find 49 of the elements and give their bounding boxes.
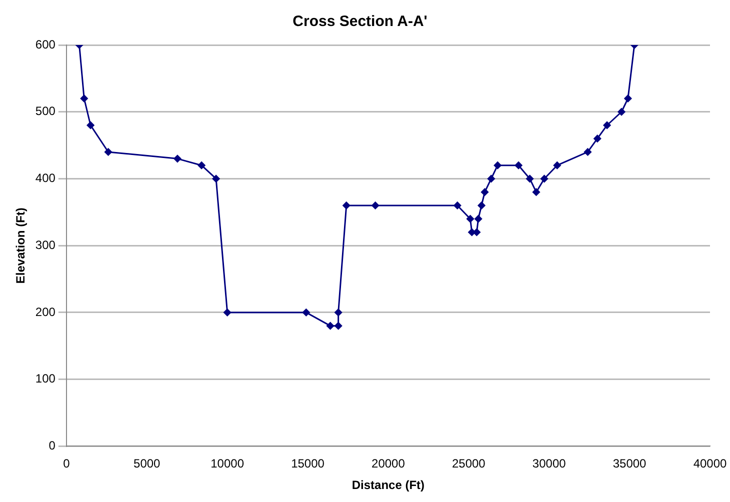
x-tick-label: 5000 [134, 456, 161, 471]
point [342, 202, 350, 210]
point [603, 121, 611, 129]
point [481, 188, 488, 196]
point [624, 94, 632, 102]
point [198, 162, 206, 170]
y-tick-label: 500 [35, 104, 56, 118]
x-tick-label: 15000 [291, 456, 325, 471]
point [514, 162, 522, 170]
x-tick-label: 30000 [532, 456, 566, 471]
point [454, 202, 462, 210]
x-tick-label: 0 [63, 456, 70, 471]
y-tick-label: 200 [35, 304, 56, 319]
y-tick-label: 100 [35, 372, 56, 386]
point [80, 94, 88, 102]
point [212, 174, 220, 182]
x-tick-label: 10000 [210, 456, 244, 471]
chart-title: Cross Section A-A' [292, 13, 428, 30]
point [326, 322, 334, 330]
point [474, 215, 482, 223]
y-tick-label: 300 [35, 238, 56, 252]
point [86, 121, 94, 129]
y-axis-title: Elevation (Ft) [14, 208, 28, 284]
point [224, 308, 232, 316]
point [487, 174, 495, 182]
x-tick-label: 35000 [612, 456, 647, 471]
y-tick-label: 0 [48, 438, 56, 453]
point [618, 108, 626, 116]
point [494, 162, 502, 170]
point [372, 202, 380, 210]
point [174, 154, 182, 162]
x-axis-title: Distance (Ft) [352, 478, 425, 492]
x-tick-label: 20000 [372, 456, 406, 471]
point [594, 134, 602, 142]
point [334, 308, 342, 316]
point [104, 148, 112, 156]
point [526, 174, 534, 182]
y-tick-label: 600 [35, 37, 56, 52]
point [478, 202, 486, 210]
point [532, 188, 540, 196]
point [302, 308, 310, 316]
point [334, 322, 342, 330]
x-tick-label: 40000 [693, 456, 728, 471]
point [540, 174, 548, 182]
point [466, 215, 474, 223]
x-tick-label: 25000 [452, 456, 486, 471]
point [553, 162, 561, 170]
y-tick-label: 400 [35, 171, 56, 186]
point [584, 148, 592, 156]
